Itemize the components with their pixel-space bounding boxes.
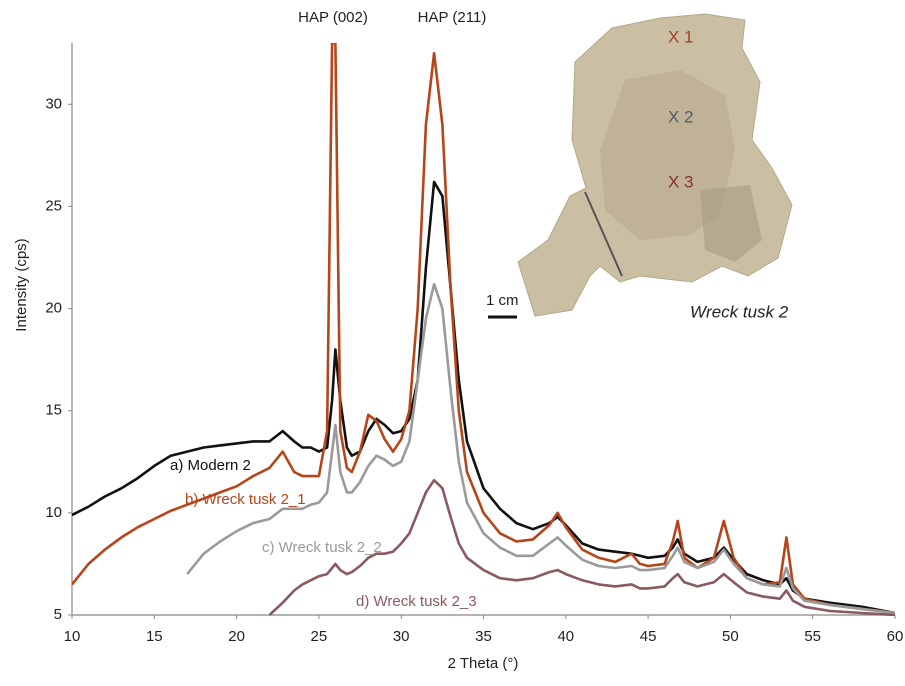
y-tick-label: 15: [45, 402, 62, 419]
series-line: [186, 282, 895, 615]
annotation: HAP (211): [418, 9, 487, 26]
x-axis-title: 2 Theta (°): [448, 655, 519, 672]
series-label: a) Modern 2: [170, 457, 251, 474]
y-tick-label: 25: [45, 197, 62, 214]
scale-label: 1 cm: [486, 292, 519, 309]
x-tick-label: 35: [475, 628, 492, 645]
inset-caption: Wreck tusk 2: [690, 302, 789, 321]
series-line: [268, 478, 895, 616]
inset-photo: X 1 X 2 X 3 1 cm Wreck tusk 2: [486, 13, 793, 321]
x-tick-label: 50: [722, 628, 739, 645]
marker-3: X 3: [668, 172, 694, 191]
x-tick-label: 30: [393, 628, 410, 645]
annotation: HAP (002): [298, 9, 368, 26]
y-tick-label: 30: [45, 95, 62, 112]
x-tick-label: 15: [146, 628, 163, 645]
y-tick-label: 5: [54, 606, 62, 623]
x-tick-label: 60: [887, 628, 904, 645]
tusk-band: [700, 185, 762, 262]
x-tick-label: 25: [311, 628, 328, 645]
x-tick-label: 40: [557, 628, 574, 645]
plot-area: [72, 43, 895, 616]
x-tick-label: 20: [228, 628, 245, 645]
y-axis-title: Intensity (cps): [13, 238, 30, 331]
series-label: b) Wreck tusk 2_1: [185, 491, 306, 508]
series-label: c) Wreck tusk 2_2: [262, 539, 382, 556]
series-label: d) Wreck tusk 2_3: [356, 593, 477, 610]
x-tick-label: 55: [804, 628, 821, 645]
x-tick-label: 10: [64, 628, 81, 645]
series-line: [72, 43, 895, 615]
y-tick-label: 10: [45, 504, 62, 521]
x-tick-label: 45: [640, 628, 657, 645]
marker-2: X 2: [668, 107, 694, 126]
marker-1: X 1: [668, 27, 694, 46]
y-tick-label: 20: [45, 300, 62, 317]
crack: [584, 191, 623, 277]
